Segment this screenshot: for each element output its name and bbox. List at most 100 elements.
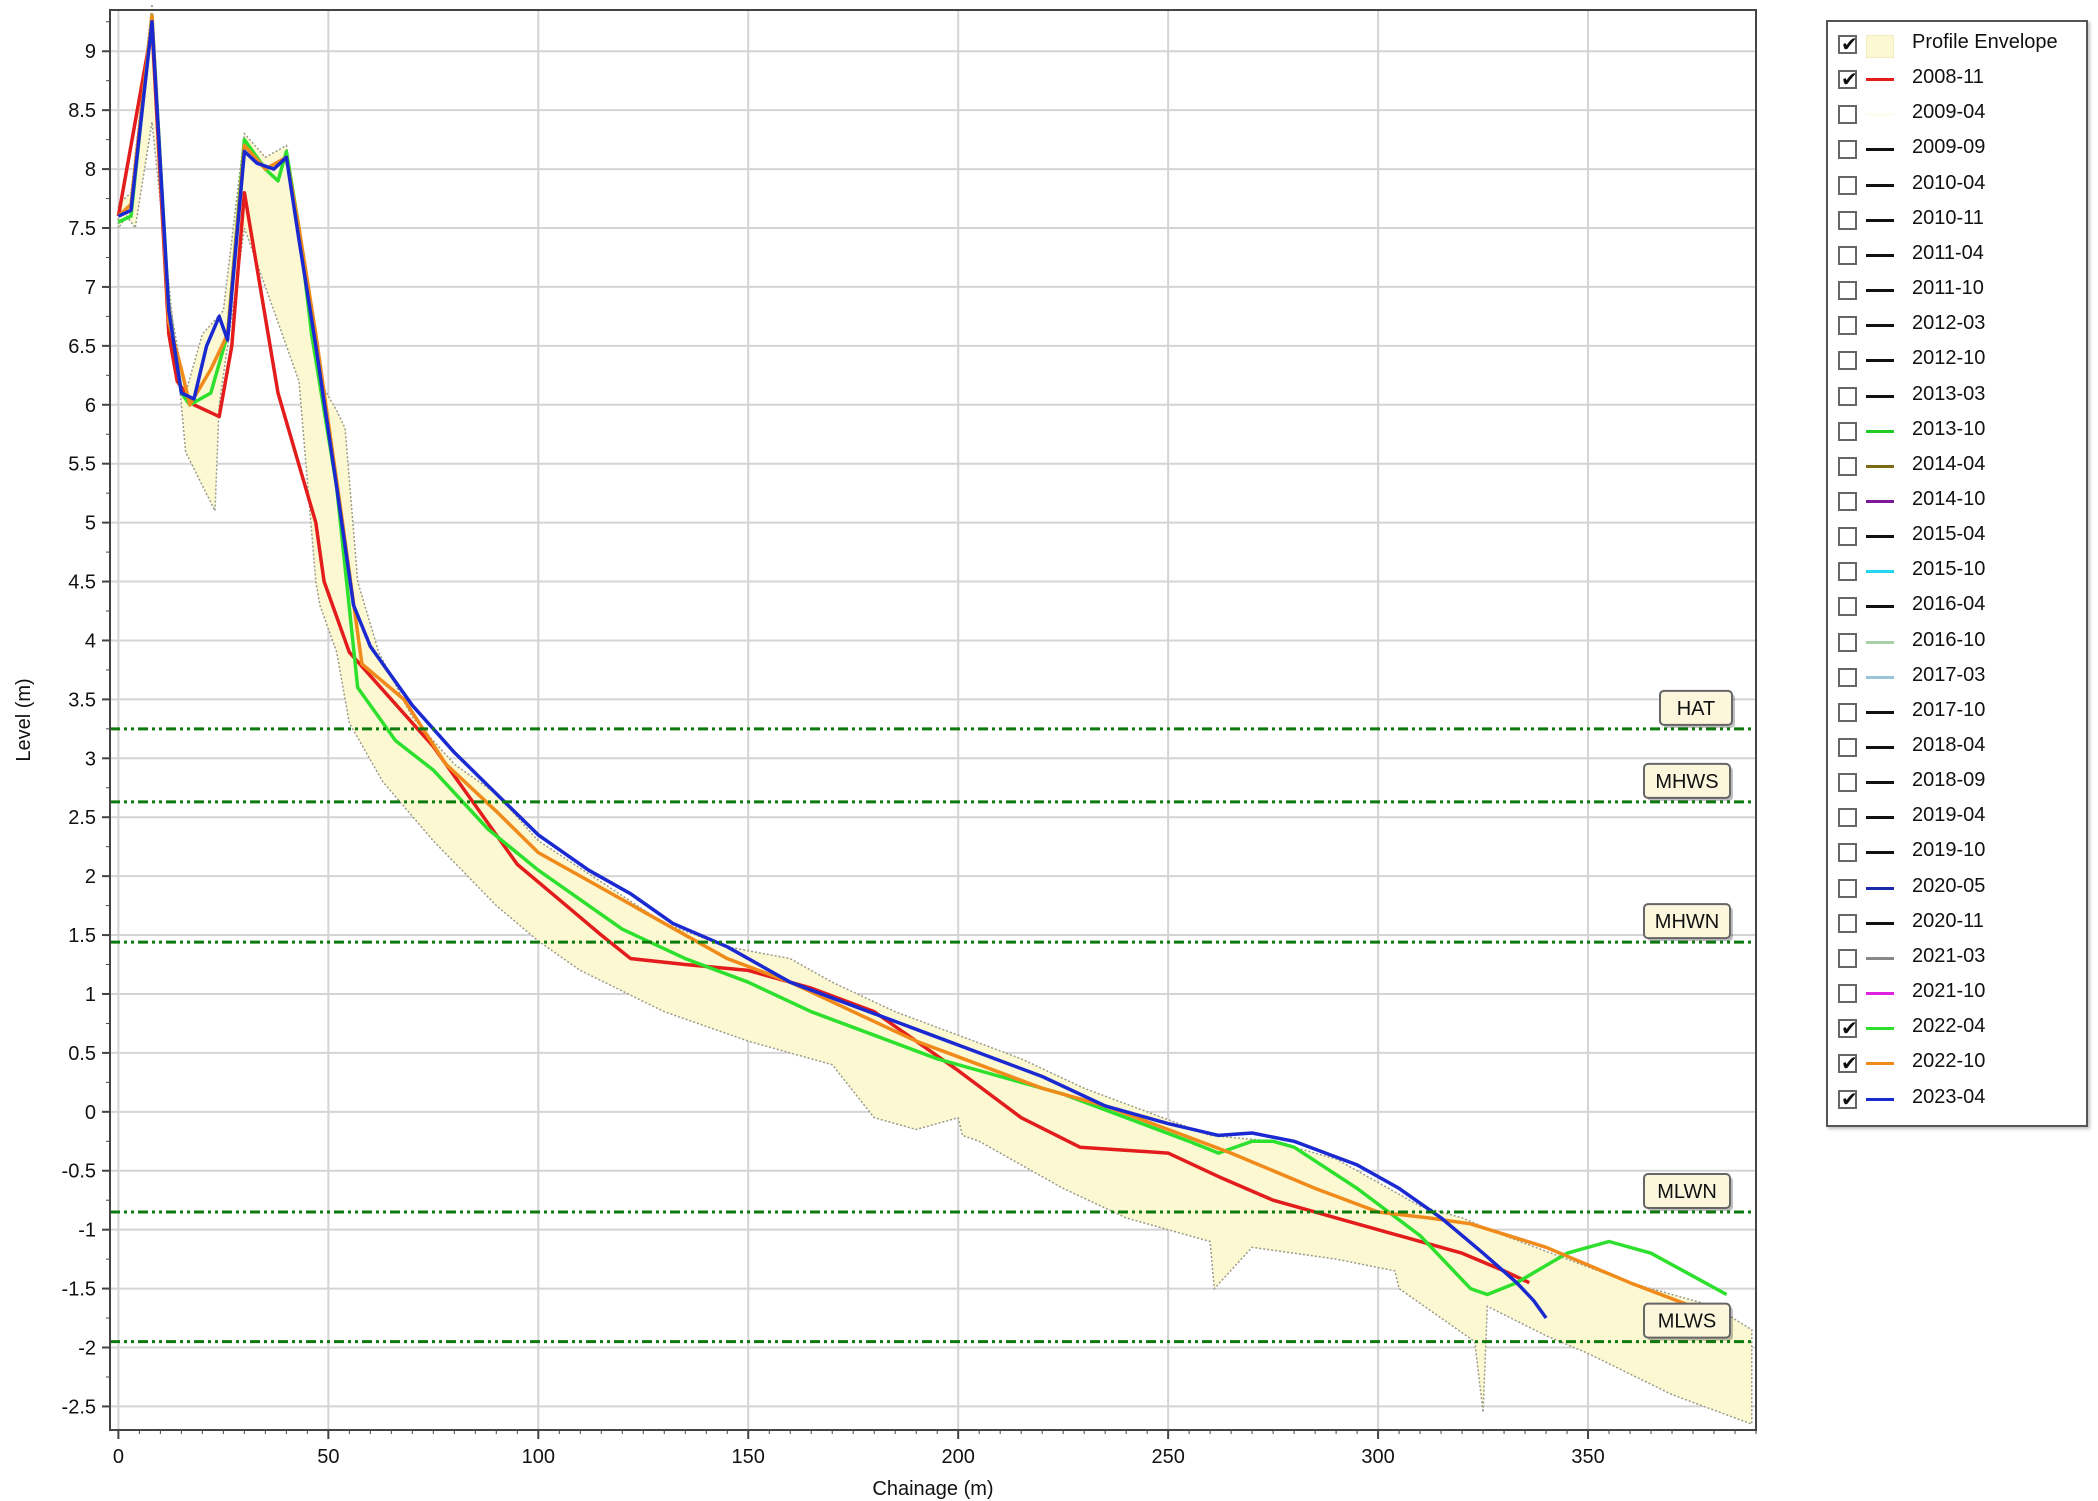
legend-item-2017-03[interactable]: 2017-03 — [1828, 659, 2086, 693]
legend-checkbox[interactable] — [1838, 456, 1857, 476]
legend-item-2008-11[interactable]: ✔ 2008-11 — [1828, 61, 2086, 95]
legend-item-2016-10[interactable]: 2016-10 — [1828, 624, 2086, 658]
x-tick-label: 350 — [1571, 1446, 1604, 1468]
legend-checkbox[interactable] — [1838, 878, 1857, 898]
legend-item-2021-03[interactable]: 2021-03 — [1828, 940, 2086, 974]
legend-checkbox[interactable] — [1838, 281, 1857, 301]
legend-checkbox[interactable] — [1838, 491, 1857, 511]
y-tick-label: 1 — [85, 984, 96, 1006]
legend-checkbox[interactable] — [1838, 984, 1857, 1004]
legend-item-2009-04[interactable]: 2009-04 — [1828, 96, 2086, 130]
legend-item-profile-envelope[interactable]: ✔ Profile Envelope — [1828, 26, 2086, 60]
tide-label-box — [1643, 762, 1731, 799]
legend-checkbox[interactable] — [1838, 562, 1857, 582]
legend-item-2011-10[interactable]: 2011-10 — [1828, 272, 2086, 306]
y-tick-label: 6 — [85, 395, 96, 417]
legend-swatch — [1866, 851, 1894, 855]
legend-label: 2014-10 — [1912, 487, 1986, 510]
legend-checkbox[interactable] — [1838, 351, 1857, 371]
legend-item-2023-04[interactable]: ✔ 2023-04 — [1828, 1081, 2086, 1115]
legend-checkbox[interactable] — [1838, 738, 1857, 757]
legend-item-2018-09[interactable]: 2018-09 — [1828, 764, 2086, 798]
legend-item-2022-10[interactable]: ✔ 2022-10 — [1828, 1045, 2086, 1079]
legend-checkbox[interactable] — [1838, 527, 1857, 547]
legend-label: 2016-04 — [1912, 593, 1986, 616]
legend-item-2010-04[interactable]: 2010-04 — [1828, 167, 2086, 201]
y-tick-label: 0 — [85, 1102, 96, 1124]
legend-checkbox[interactable] — [1838, 175, 1857, 195]
legend-checkbox[interactable] — [1838, 597, 1857, 617]
legend-item-2014-10[interactable]: 2014-10 — [1828, 483, 2086, 517]
legend-item-2016-04[interactable]: 2016-04 — [1828, 588, 2086, 622]
legend-checkbox[interactable] — [1838, 667, 1857, 687]
legend-label: 2009-04 — [1912, 101, 1986, 124]
y-tick-label: -1 — [78, 1220, 96, 1242]
legend-checkbox[interactable] — [1838, 140, 1857, 160]
legend-item-2015-10[interactable]: 2015-10 — [1828, 553, 2086, 587]
legend-label: 2019-04 — [1912, 804, 1986, 827]
legend-item-2013-10[interactable]: 2013-10 — [1828, 413, 2086, 447]
legend-label: 2013-03 — [1912, 382, 1986, 405]
y-tick-label: 5 — [85, 513, 96, 535]
legend-checkbox[interactable]: ✔ — [1838, 32, 1858, 56]
legend-label: 2013-10 — [1912, 417, 1986, 440]
tide-label-hat: HAT — [1677, 698, 1716, 720]
legend-item-2011-04[interactable]: 2011-04 — [1828, 237, 2086, 271]
legend-item-2021-10[interactable]: 2021-10 — [1828, 975, 2086, 1009]
legend-checkbox[interactable] — [1838, 808, 1857, 828]
legend-swatch — [1866, 183, 1894, 187]
legend-checkbox[interactable] — [1838, 245, 1857, 265]
legend-item-2020-05[interactable]: 2020-05 — [1828, 870, 2086, 904]
legend-item-2012-10[interactable]: 2012-10 — [1828, 342, 2086, 376]
legend-item-2010-11[interactable]: 2010-11 — [1828, 202, 2086, 236]
legend-checkbox[interactable] — [1838, 386, 1857, 406]
legend-swatch — [1866, 253, 1894, 257]
y-tick-label: 2 — [85, 866, 96, 888]
legend-item-2018-04[interactable]: 2018-04 — [1828, 729, 2086, 763]
legend-checkbox[interactable] — [1838, 632, 1857, 652]
legend-item-2012-03[interactable]: 2012-03 — [1828, 307, 2086, 341]
legend-item-2017-10[interactable]: 2017-10 — [1828, 694, 2086, 728]
legend-checkbox[interactable] — [1838, 421, 1857, 441]
x-tick-label: 150 — [732, 1446, 765, 1468]
tide-label-mhwn: MHWN — [1655, 911, 1719, 933]
y-tick-label: -1.5 — [62, 1279, 96, 1301]
legend-item-2022-04[interactable]: ✔ 2022-04 — [1828, 1010, 2086, 1044]
checkmark-icon: ✔ — [1841, 1016, 1858, 1041]
legend-label: 2010-11 — [1912, 206, 1984, 229]
legend-swatch — [1866, 289, 1894, 293]
x-tick-label: 300 — [1361, 1446, 1394, 1468]
legend-item-2020-11[interactable]: 2020-11 — [1828, 905, 2086, 939]
legend-item-2009-09[interactable]: 2009-09 — [1828, 131, 2086, 165]
legend-checkbox[interactable]: ✔ — [1838, 67, 1858, 91]
legend-item-2019-04[interactable]: 2019-04 — [1828, 799, 2086, 833]
tide-label-box — [1643, 1172, 1731, 1209]
legend-item-2015-04[interactable]: 2015-04 — [1828, 518, 2086, 552]
legend-checkbox[interactable] — [1838, 913, 1857, 933]
legend-checkbox[interactable] — [1838, 843, 1857, 863]
legend-swatch — [1866, 746, 1894, 749]
legend-label: 2016-10 — [1912, 628, 1986, 651]
legend-label: 2021-03 — [1912, 944, 1986, 967]
legend-item-2013-03[interactable]: 2013-03 — [1828, 378, 2086, 412]
legend-item-2019-10[interactable]: 2019-10 — [1828, 834, 2086, 868]
y-tick-label: 7.5 — [68, 218, 96, 240]
legend-item-2014-04[interactable]: 2014-04 — [1828, 448, 2086, 482]
profile-envelope — [117, 4, 1753, 1426]
legend-checkbox[interactable] — [1838, 105, 1857, 125]
legend-label: 2017-03 — [1912, 663, 1986, 686]
legend-swatch — [1866, 816, 1894, 820]
legend-swatch — [1866, 429, 1894, 433]
legend-swatch — [1866, 921, 1894, 925]
legend-checkbox[interactable] — [1838, 316, 1857, 336]
legend-checkbox[interactable]: ✔ — [1838, 1016, 1858, 1040]
tide-label-mlwn: MLWN — [1657, 1181, 1717, 1203]
legend-swatch — [1866, 535, 1894, 539]
legend-checkbox[interactable]: ✔ — [1838, 1087, 1858, 1111]
legend-checkbox[interactable]: ✔ — [1838, 1051, 1858, 1075]
legend-checkbox[interactable] — [1838, 948, 1857, 968]
legend-checkbox[interactable] — [1838, 773, 1857, 793]
legend-checkbox[interactable] — [1838, 702, 1857, 722]
legend-checkbox[interactable] — [1838, 210, 1857, 230]
y-tick-label: 4 — [85, 630, 96, 652]
